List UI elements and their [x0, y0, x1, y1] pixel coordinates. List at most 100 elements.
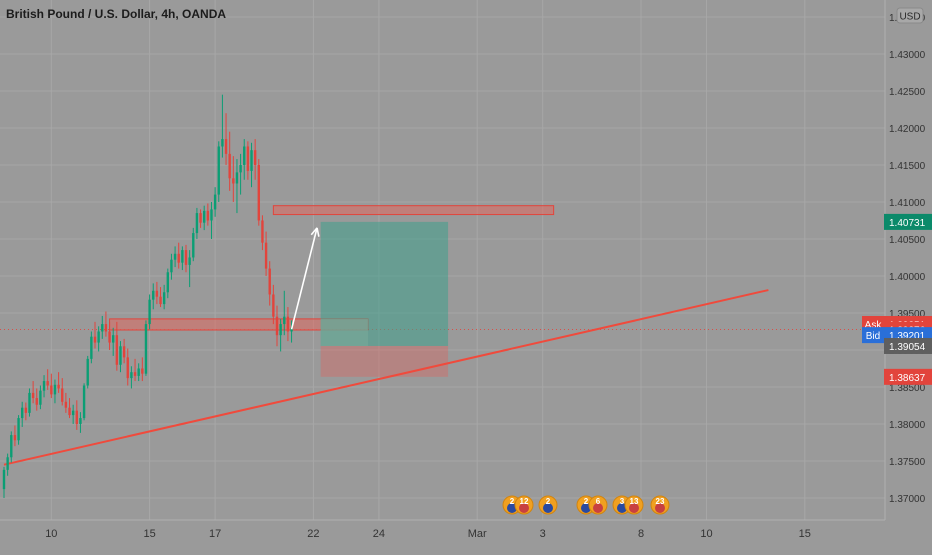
candle-body — [57, 384, 60, 389]
overlay-layer — [290, 227, 320, 330]
event-count: 2 — [510, 497, 515, 506]
candle-body — [148, 299, 151, 325]
candle-body — [152, 290, 155, 300]
x-tick-label: 17 — [209, 528, 221, 540]
bid-label-text: Bid — [866, 331, 880, 342]
candle-body — [203, 210, 206, 223]
y-tick-label: 1.40500 — [889, 235, 926, 246]
candle-body — [93, 336, 97, 343]
candle-body — [181, 250, 184, 263]
candle-body — [53, 384, 57, 395]
y-tick-label: 1.42500 — [889, 87, 926, 98]
candle-body — [283, 316, 286, 325]
candle-body — [162, 292, 166, 305]
price-labels: 1.407311.39351Ask1.392761.39201Bid1.3905… — [862, 213, 932, 385]
resistance-zone[interactable] — [272, 205, 555, 216]
candle-body — [64, 401, 68, 408]
y-tick-label: 1.37500 — [889, 457, 926, 468]
candle-body — [35, 398, 38, 405]
uk-flag-icon — [507, 503, 517, 513]
entry-price-value: 1.39054 — [889, 342, 926, 353]
candle-body — [173, 253, 177, 260]
candle-body — [250, 150, 253, 171]
candle-body — [31, 392, 35, 399]
candles-layer — [2, 94, 293, 498]
candle-body — [232, 178, 235, 184]
candle-body — [166, 272, 169, 293]
y-tick-label: 1.38500 — [889, 383, 926, 394]
target-price-value: 1.40731 — [889, 218, 926, 229]
gridlines — [0, 0, 885, 520]
target-price-tag — [884, 213, 932, 230]
candle-body — [155, 290, 159, 297]
eu-flag-icon — [655, 503, 665, 513]
stop-zone[interactable] — [320, 345, 449, 377]
candle-body — [290, 327, 293, 332]
projection-arrow[interactable] — [290, 227, 318, 330]
x-tick-label: 22 — [307, 528, 319, 540]
time-axis[interactable]: 10 15 17 22 24 Mar 3 8 10 15 — [45, 528, 811, 540]
event-count: 12 — [520, 497, 529, 506]
stop-price-value: 1.38637 — [889, 373, 926, 384]
y-tick-label: 1.42000 — [889, 124, 926, 135]
x-tick-label: 10 — [45, 528, 57, 540]
candle-body — [13, 435, 17, 441]
candle-body — [235, 172, 239, 184]
candle-body — [272, 294, 275, 317]
eu-flag-icon — [593, 503, 603, 513]
candle-body — [61, 388, 64, 402]
x-tick-label: 3 — [540, 528, 546, 540]
candle-body — [228, 153, 231, 179]
candle-body — [184, 250, 188, 265]
candle-body — [253, 150, 257, 165]
candle-body — [133, 372, 137, 376]
event-count: 3 — [620, 497, 625, 506]
candle-body — [75, 410, 78, 424]
candle-body — [177, 253, 180, 263]
x-tick-label: 24 — [373, 528, 385, 540]
event-count: 23 — [656, 497, 665, 506]
y-tick-label: 1.43000 — [889, 50, 926, 61]
candle-body — [264, 242, 268, 269]
uk-flag-icon — [617, 503, 627, 513]
candle-body — [50, 385, 53, 395]
candle-body — [195, 213, 199, 234]
x-tick-label: 15 — [143, 528, 155, 540]
x-tick-label: Mar — [468, 528, 487, 540]
chart-title: British Pound / U.S. Dollar, 4h, OANDA — [6, 7, 226, 21]
currency-badge-box — [896, 7, 924, 24]
candle-body — [239, 164, 242, 173]
bid-label-tag — [862, 327, 884, 344]
candle-body — [246, 146, 250, 171]
y-tick-label: 1.38000 — [889, 420, 926, 431]
entry-marker — [320, 318, 368, 346]
candle-body — [144, 324, 148, 374]
uk-flag-icon — [581, 503, 591, 513]
candle-body — [206, 210, 210, 221]
candle-body — [257, 164, 260, 221]
candle-body — [192, 233, 195, 258]
candle-body — [159, 296, 162, 305]
candle-body — [119, 346, 122, 365]
trendline[interactable] — [3, 289, 769, 466]
candle-body — [213, 194, 217, 210]
y-tick-label: 1.39500 — [889, 309, 926, 320]
candle-body — [10, 435, 13, 458]
candle-body — [90, 336, 93, 359]
candle-body — [122, 346, 126, 358]
candle-body — [97, 331, 100, 343]
candle-body — [221, 139, 224, 147]
candle-body — [46, 381, 49, 386]
candle-body — [71, 410, 75, 416]
candle-body — [141, 368, 144, 374]
event-count: 2 — [584, 497, 589, 506]
candle-body — [115, 335, 119, 365]
candle-body — [2, 469, 6, 490]
candle-body — [17, 418, 20, 441]
x-tick-label: 8 — [638, 528, 644, 540]
economic-events: 2 12 2 2 6 3 13 23 — [502, 495, 670, 515]
currency-badge[interactable]: USD — [896, 7, 924, 24]
